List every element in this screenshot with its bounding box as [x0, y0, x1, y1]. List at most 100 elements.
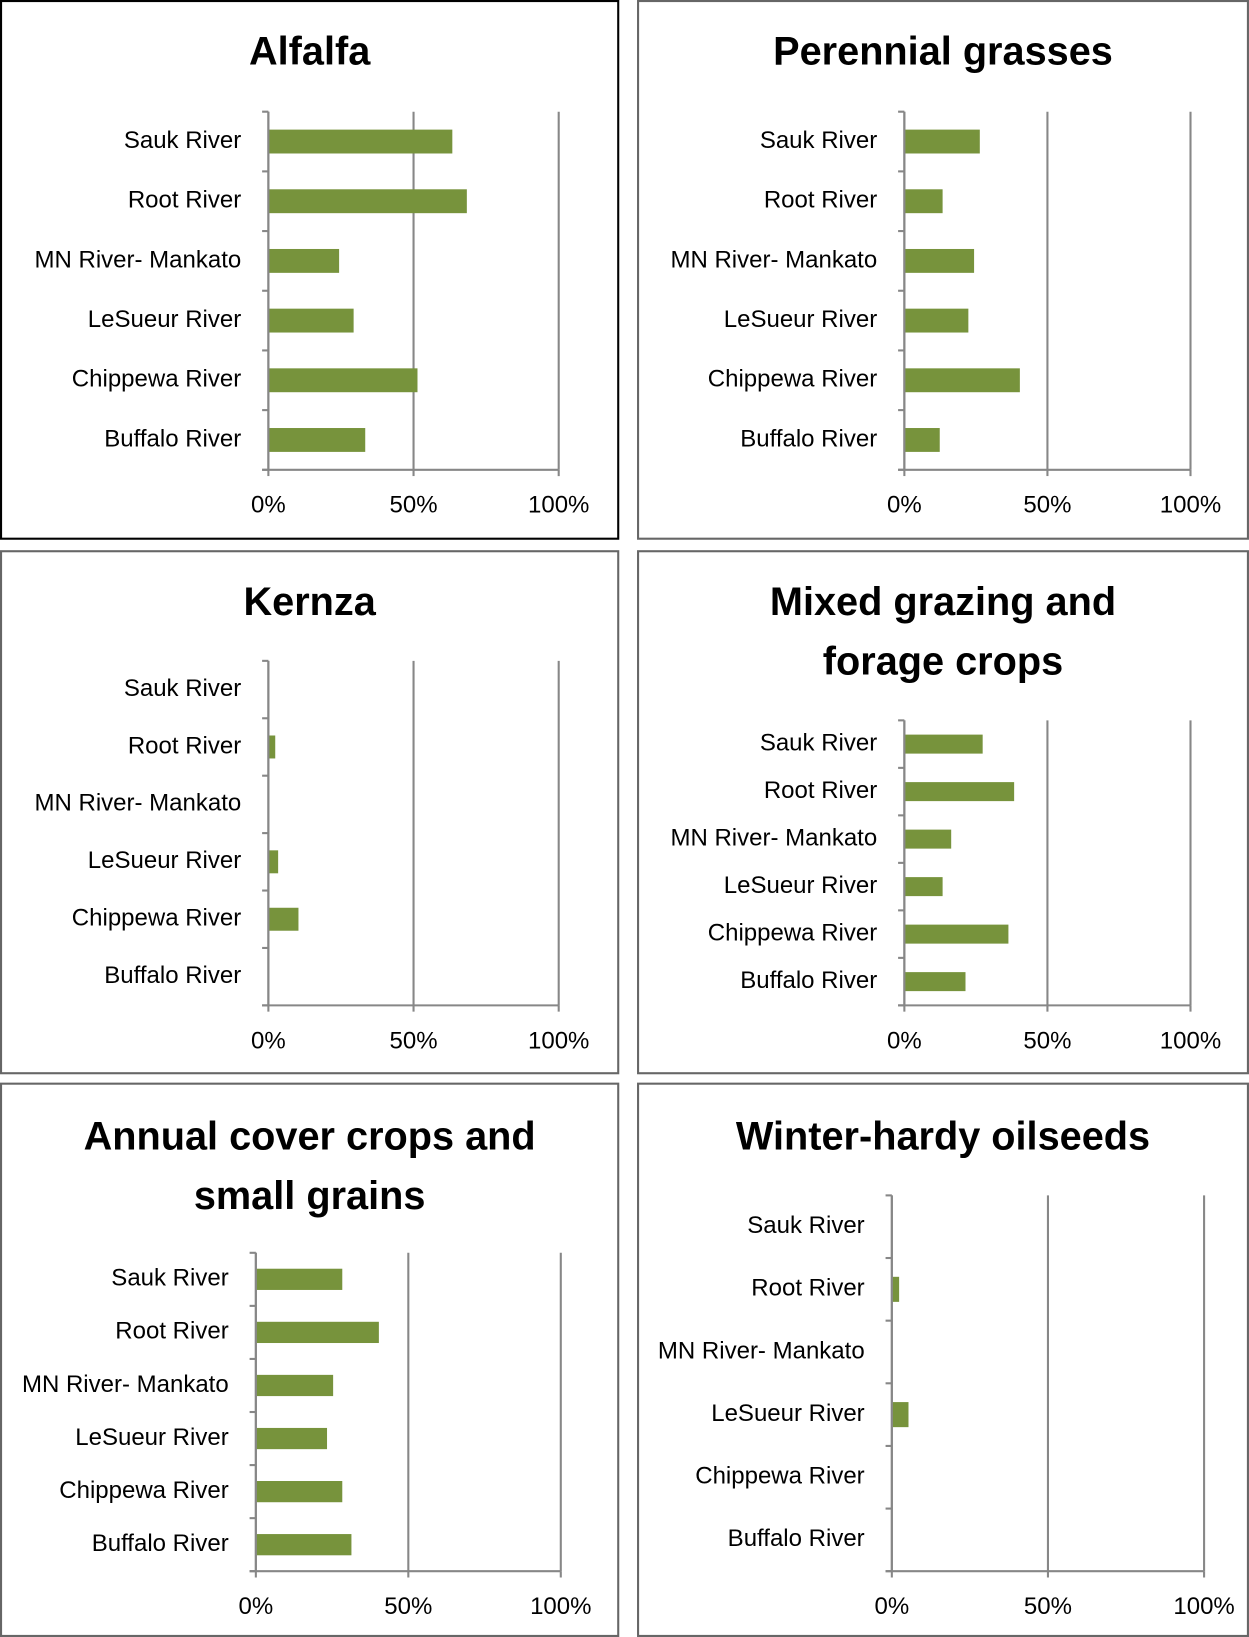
bar	[905, 368, 1020, 393]
chart-panel: 0% 50% 100% Sauk River Root River MN River- M…	[0, 550, 620, 1075]
x-tick-label: 50%	[390, 492, 438, 519]
y-tick-label: Chippewa River	[708, 919, 877, 946]
y-tick-label: Chippewa River	[72, 905, 241, 932]
y-tick-label: MN River- Mankato	[22, 1371, 229, 1398]
bar	[269, 850, 279, 874]
chart: 0% 50% 100% Sauk River Root River MN River- M…	[658, 1194, 1235, 1620]
x-tick-label: 50%	[1023, 492, 1071, 519]
chart-panel: 0% 50% 100% Sauk River Root River MN River- M…	[0, 0, 620, 540]
bar	[269, 428, 366, 452]
x-tick-label: 0%	[251, 1027, 286, 1054]
y-tick-label: Chippewa River	[695, 1463, 864, 1490]
bar	[256, 1427, 328, 1450]
bar	[269, 129, 453, 154]
y-tick-label: Buffalo River	[92, 1530, 229, 1557]
y-tick-label: MN River- Mankato	[34, 790, 241, 817]
bar	[269, 189, 467, 214]
bar	[256, 1534, 352, 1556]
bar	[269, 248, 340, 273]
bar	[905, 877, 943, 897]
y-tick-label: Root River	[128, 187, 241, 214]
y-tick-label: MN River- Mankato	[670, 246, 877, 273]
y-tick-label: Sauk River	[747, 1212, 864, 1239]
chart: 0% 50% 100% Sauk River Root River MN River- M…	[34, 659, 589, 1054]
x-tick-label: 100%	[528, 492, 589, 519]
x-tick-label: 0%	[251, 492, 286, 519]
x-tick-label: 100%	[530, 1593, 591, 1620]
bar	[256, 1374, 334, 1397]
y-tick-label: Chippewa River	[59, 1477, 228, 1504]
x-tick-label: 0%	[239, 1593, 274, 1620]
x-tick-label: 0%	[887, 1027, 922, 1054]
y-tick-label: Root River	[751, 1275, 864, 1302]
bar	[905, 248, 975, 273]
y-tick-label: Root River	[764, 777, 877, 804]
y-tick-label: Root River	[115, 1318, 228, 1345]
bar	[905, 924, 1009, 944]
y-tick-label: Sauk River	[760, 729, 877, 756]
x-tick-label: 0%	[887, 492, 922, 519]
chart-title: Perennial grasses	[773, 30, 1113, 75]
x-tick-label: 50%	[1024, 1593, 1072, 1620]
y-tick-label: Buffalo River	[104, 425, 241, 452]
y-tick-label: MN River- Mankato	[34, 246, 241, 273]
bar	[256, 1481, 343, 1503]
y-tick-label: LeSueur River	[88, 847, 241, 874]
y-tick-label: Sauk River	[760, 127, 877, 154]
bar	[905, 189, 943, 214]
x-tick-label: 0%	[874, 1593, 909, 1620]
y-tick-label: Buffalo River	[740, 967, 877, 994]
chart-title: Alfalfa	[248, 30, 371, 75]
y-tick-label: Sauk River	[111, 1265, 228, 1292]
y-tick-label: MN River- Mankato	[658, 1337, 865, 1364]
bar	[905, 308, 969, 333]
chart-panel: 0% 50% 100% Sauk River Root River MN River- M…	[637, 0, 1249, 540]
chart-panel: 0% 50% 100% Sauk River Root River MN River- M…	[637, 550, 1249, 1075]
y-tick-label: LeSueur River	[75, 1424, 228, 1451]
chart: 0% 50% 100% Sauk River Root River MN River- M…	[22, 1251, 591, 1620]
y-tick-label: LeSueur River	[711, 1400, 864, 1427]
bar	[905, 972, 966, 992]
y-tick-label: MN River- Mankato	[670, 824, 877, 851]
x-tick-label: 100%	[1173, 1593, 1234, 1620]
bar	[905, 829, 952, 849]
chart-title: Winter-hardy oilseeds	[735, 1114, 1151, 1159]
y-tick-label: Buffalo River	[740, 425, 877, 452]
chart-panel: 0% 50% 100% Sauk River Root River MN River- M…	[0, 1082, 620, 1637]
y-tick-label: Buffalo River	[728, 1525, 865, 1552]
bar	[269, 308, 354, 333]
chart-title: Mixed grazing and forage crops	[769, 580, 1117, 684]
y-tick-label: Sauk River	[124, 675, 241, 702]
bar	[269, 735, 276, 759]
bar	[905, 734, 983, 754]
bar	[892, 1276, 900, 1302]
y-tick-label: Root River	[128, 732, 241, 759]
y-tick-label: Root River	[764, 187, 877, 214]
chart-title: Kernza	[243, 580, 376, 625]
bar	[905, 782, 1015, 802]
bar	[892, 1402, 909, 1428]
bar	[256, 1321, 379, 1344]
x-tick-label: 100%	[1160, 492, 1221, 519]
bar	[905, 428, 940, 452]
chart: 0% 50% 100% Sauk River Root River MN River- M…	[670, 719, 1221, 1054]
x-tick-label: 100%	[1160, 1027, 1221, 1054]
y-tick-label: LeSueur River	[724, 306, 877, 333]
chart-panel: 0% 50% 100% Sauk River Root River MN River- M…	[637, 1082, 1249, 1637]
y-tick-label: Chippewa River	[708, 366, 877, 393]
y-tick-label: Chippewa River	[72, 366, 241, 393]
y-tick-label: LeSueur River	[88, 306, 241, 333]
chart: 0% 50% 100% Sauk River Root River MN River- M…	[34, 110, 589, 519]
x-tick-label: 50%	[1023, 1027, 1071, 1054]
chart: 0% 50% 100% Sauk River Root River MN River- M…	[670, 110, 1221, 519]
chart-title: Annual cover crops and small grains	[83, 1114, 536, 1219]
y-tick-label: LeSueur River	[724, 872, 877, 899]
bar	[256, 1268, 343, 1290]
bar	[269, 907, 299, 931]
x-tick-label: 50%	[390, 1027, 438, 1054]
bar	[905, 129, 980, 154]
x-tick-label: 50%	[384, 1593, 432, 1620]
bar	[269, 368, 418, 393]
y-tick-label: Buffalo River	[104, 962, 241, 989]
y-tick-label: Sauk River	[124, 127, 241, 154]
